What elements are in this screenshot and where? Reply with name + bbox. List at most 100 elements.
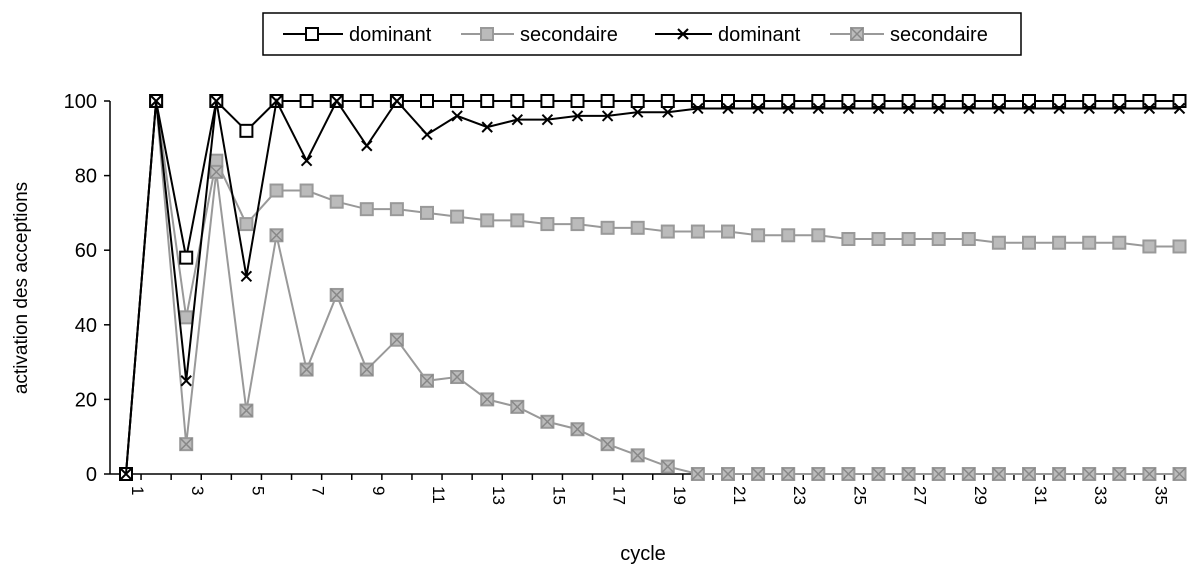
x-tick-label: 27 [911,486,930,505]
data-point [931,94,946,108]
data-point [751,228,766,243]
data-point [811,467,826,481]
x-tick-label: 19 [670,486,689,505]
data-point [329,287,344,302]
data-point [841,232,856,247]
data-point [510,399,525,414]
data-point [600,220,615,235]
x-tick-label: 17 [610,486,629,505]
data-point [1022,235,1036,250]
data-point [1083,102,1095,115]
data-point [662,106,674,118]
data-point [690,94,705,108]
series-line [125,97,1180,475]
data-point [991,467,1006,481]
data-point [931,467,946,481]
data-point [570,217,585,232]
data-point [1082,235,1097,250]
data-point [1022,467,1036,481]
data-point [239,403,254,418]
data-point [991,94,1006,108]
data-point [1052,467,1067,481]
data-point [571,110,584,122]
data-point [781,94,796,108]
x-tick-label: 23 [790,486,809,505]
legend-marker-square-open [305,27,319,41]
data-point [781,228,796,243]
data-point [420,373,434,388]
data-point [540,414,555,429]
data-point [300,154,313,167]
data-point [421,128,433,141]
series-line [125,98,1180,475]
data-point [901,94,916,108]
series-2 [120,95,1186,480]
x-tick-label: 29 [971,486,990,505]
data-point [1082,467,1097,481]
data-point [932,102,945,115]
x-tick-label: 35 [1151,486,1170,505]
data-point [871,467,886,481]
data-point [781,467,796,481]
data-point [240,270,253,283]
data-point [782,102,794,115]
x-tick-label: 7 [309,486,328,495]
y-tick-label: 0 [86,464,97,486]
data-point [901,467,916,481]
x-tick-label: 25 [850,486,869,505]
data-point [179,437,194,452]
data-point [269,183,284,198]
data-point [600,94,615,108]
data-point [692,102,704,115]
data-point [841,94,856,108]
data-point [961,232,976,247]
data-point [180,375,192,387]
data-point [901,232,916,247]
data-point [842,102,855,115]
y-tick-label: 20 [75,389,97,411]
data-point [722,102,734,115]
data-point [299,94,314,108]
data-point [1053,102,1065,115]
data-point [1112,467,1127,481]
data-point [451,110,463,122]
data-point [931,232,946,247]
data-point [269,228,284,243]
y-tick-label: 60 [75,240,97,262]
data-point [420,94,434,108]
data-point [961,94,976,108]
legend-label-dominant-2: dominant [718,24,801,46]
data-point [1172,239,1187,254]
x-axis-label: cycle [620,543,666,565]
data-point [600,437,615,452]
data-point [480,94,495,108]
series-layer [119,94,1187,481]
data-point [270,95,283,107]
data-point [389,332,404,347]
data-point [631,106,644,118]
x-tick-label: 1 [128,486,147,495]
x-tick-label: 11 [429,486,448,504]
x-tick-label: 31 [1031,486,1050,505]
data-point [1023,102,1035,115]
legend-marker-cross [677,28,689,40]
x-tick-label: 13 [489,486,508,505]
series-3 [119,94,1187,481]
series-0 [119,94,1187,481]
data-point [540,217,555,232]
data-point [690,467,705,481]
data-point [1112,94,1127,108]
data-point [721,467,735,481]
data-point [299,362,314,377]
data-point [812,102,825,115]
data-point [329,194,344,209]
data-point [1172,94,1187,108]
data-point [239,217,254,232]
legend-label-secondaire-2: secondaire [890,24,988,46]
data-point [510,94,525,108]
legend-label-secondaire: secondaire [520,24,618,46]
data-point [359,202,374,217]
data-point [871,232,886,247]
data-point [510,213,525,228]
